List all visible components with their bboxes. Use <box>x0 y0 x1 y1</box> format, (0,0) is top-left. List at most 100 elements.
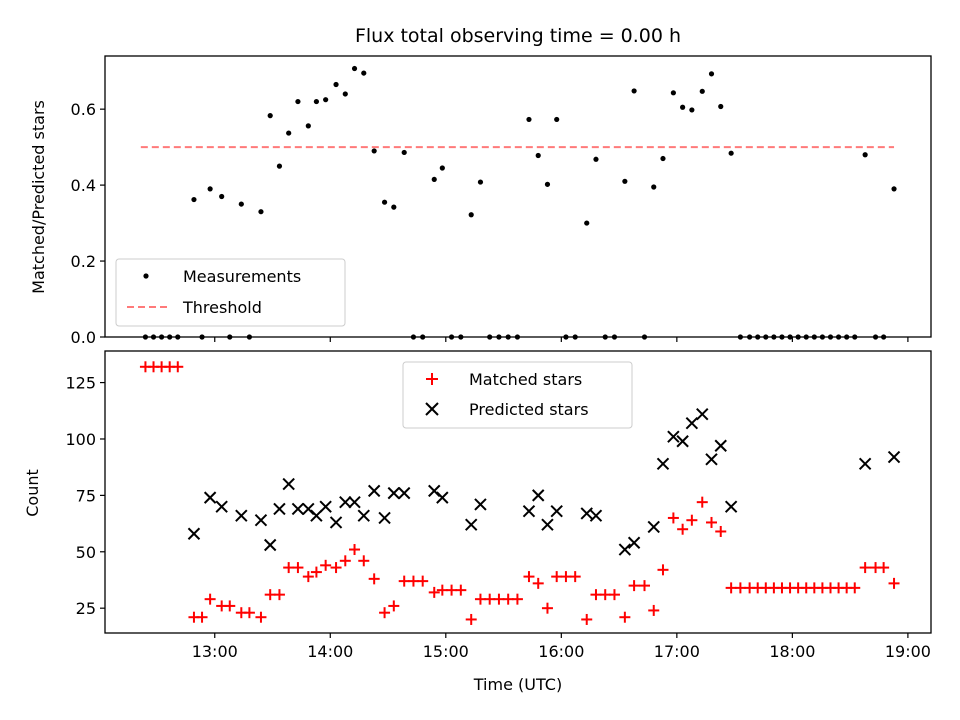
matched-stars-point <box>888 577 900 589</box>
predicted-stars-point <box>357 509 370 522</box>
top-y-axis: 0.0 0.2 0.4 0.6 <box>71 100 105 347</box>
matched-stars-point <box>878 562 890 574</box>
measurements-point <box>313 98 320 105</box>
predicted-stars-point <box>436 491 449 504</box>
predicted-stars-point <box>339 495 352 509</box>
bottom-x-tick-label: 13:00 <box>192 642 238 661</box>
matched-stars-point <box>511 593 523 605</box>
predicted-stars-point <box>627 536 641 549</box>
matched-stars-point <box>379 607 391 619</box>
predicted-stars-point <box>378 511 391 525</box>
measurements-point <box>622 178 628 184</box>
bottom-y-tick-label: 25 <box>76 599 96 618</box>
matched-stars-point <box>493 593 505 605</box>
measurements-point <box>544 181 551 187</box>
predicted-stars-point <box>618 543 632 556</box>
bottom-x-tick-label: 18:00 <box>769 642 815 661</box>
matched-stars-point <box>398 575 410 587</box>
predicted-stars-point <box>705 453 718 466</box>
bottom-y-tick-label: 100 <box>65 430 96 449</box>
matched-stars-point <box>465 613 477 625</box>
top-legend: Measurements Threshold <box>115 258 346 327</box>
measurements-point <box>891 186 897 192</box>
legend-measurements-label: Measurements <box>183 267 301 286</box>
measurements-point <box>526 116 532 123</box>
matched-stars-point <box>706 516 718 528</box>
measurements-point <box>361 70 367 76</box>
predicted-stars-point <box>329 516 343 529</box>
predicted-stars-point <box>319 500 332 513</box>
matched-stars-point <box>358 555 370 567</box>
measurements-point <box>593 156 599 162</box>
matched-stars-point <box>283 562 295 574</box>
measurements-point <box>295 98 301 105</box>
measurements-point <box>651 184 657 190</box>
predicted-stars-point <box>580 507 593 520</box>
predicted-stars-point <box>263 538 277 552</box>
predicted-stars-point <box>215 500 228 513</box>
measurements-point <box>342 91 348 97</box>
measurements-point <box>477 179 484 185</box>
bottom-panel: 25 50 75 100 125 13:00 14:00 15:00 16:00 17:00 18… <box>23 350 932 694</box>
measurements-point <box>439 165 445 171</box>
measurements-point <box>381 199 388 205</box>
predicted-stars-point <box>203 491 217 504</box>
matched-stars-point <box>273 589 285 601</box>
top-y-tick-label: 0.2 <box>71 252 96 271</box>
measurements-point <box>333 81 339 88</box>
x-axis-label: Time (UTC) <box>473 675 562 694</box>
matched-stars-point <box>590 589 602 601</box>
matched-stars-point <box>523 571 535 583</box>
legend-predicted-marker <box>425 402 439 416</box>
matched-stars-point <box>569 571 581 583</box>
matched-stars-point <box>436 584 448 596</box>
measurements-point <box>431 176 437 183</box>
bottom-x-tick-label: 14:00 <box>307 642 353 661</box>
matched-stars-point <box>428 586 440 598</box>
measurements-point <box>305 123 311 129</box>
predicted-stars-point <box>235 509 248 522</box>
matched-stars-point <box>255 611 267 623</box>
measurements-point <box>468 212 474 218</box>
measurements-point <box>631 88 637 94</box>
predicted-stars-point <box>282 477 295 491</box>
measurements-point <box>323 97 329 103</box>
bottom-y-axis-label: Count <box>23 469 42 517</box>
measurements-point <box>351 65 358 72</box>
matched-stars-point <box>196 611 208 623</box>
measurements-point <box>401 149 407 156</box>
matched-stars-point <box>388 600 400 612</box>
matched-stars-point <box>686 514 698 526</box>
predicted-stars-point <box>696 407 709 421</box>
matched-stars-point <box>541 602 553 614</box>
matched-stars-point <box>532 577 544 589</box>
matched-stars-point <box>224 600 236 612</box>
top-y-tick-label: 0.4 <box>71 176 96 195</box>
matched-stars-point <box>581 613 593 625</box>
measurements-point <box>391 204 397 210</box>
bottom-plot-area <box>139 361 901 625</box>
measurements-point <box>699 88 705 94</box>
measurements-point <box>371 148 377 154</box>
predicted-stars-point <box>367 484 381 498</box>
measurements-point <box>670 90 676 96</box>
predicted-stars-point <box>348 495 361 509</box>
measurements-point <box>238 201 244 207</box>
matched-stars-point <box>407 575 419 587</box>
bottom-x-tick-label: 16:00 <box>538 642 584 661</box>
matched-stars-point <box>484 593 496 605</box>
matched-stars-point <box>696 496 708 508</box>
matched-stars-point <box>628 580 640 592</box>
matched-stars-point <box>551 571 563 583</box>
predicted-stars-point <box>858 457 872 471</box>
top-chart-title: Flux total observing time = 0.00 h <box>355 25 681 47</box>
measurements-point <box>718 103 724 110</box>
matched-stars-point <box>648 604 660 616</box>
matched-stars-point <box>349 544 361 556</box>
matched-stars-point <box>455 584 467 596</box>
predicted-stars-point <box>724 500 738 513</box>
predicted-stars-point <box>273 502 286 516</box>
bottom-y-tick-label: 125 <box>65 374 96 393</box>
